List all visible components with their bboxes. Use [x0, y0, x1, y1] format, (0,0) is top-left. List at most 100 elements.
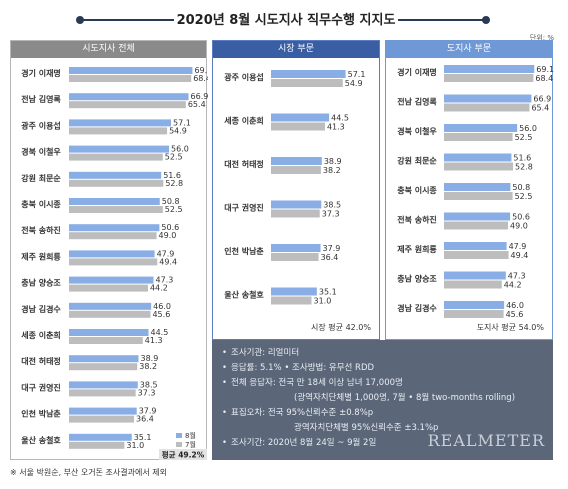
category-label: 충남 양승조: [397, 274, 437, 284]
value-label-jul: 44.2: [504, 281, 522, 290]
category-label: 강원 최문순: [21, 173, 61, 183]
bar-jul: [69, 179, 164, 187]
bar-aug: [271, 70, 346, 78]
value-label-aug: 66.9: [191, 92, 208, 101]
bar-jul: [69, 441, 125, 449]
category-label: 울산 송철호: [224, 290, 264, 300]
value-label-aug: 50.8: [162, 197, 180, 206]
bar-jul: [444, 280, 502, 289]
category-label: 경남 김경수: [397, 303, 437, 313]
bar-jul: [69, 310, 151, 318]
value-label-jul: 52.5: [165, 205, 183, 214]
value-label-aug: 56.0: [171, 145, 189, 154]
value-label-jul: 52.8: [515, 163, 533, 172]
chart-governor: 경기 이재명 69.168.4전남 김영록 66.965.4경북 이철우 56.052…: [397, 65, 554, 319]
value-label-jul: 37.3: [322, 210, 340, 219]
bar-aug: [444, 124, 518, 132]
footnote: ※ 서울 박원순, 부산 오거돈 조사결과에서 제외: [10, 468, 167, 477]
bar-jul: [444, 74, 534, 82]
bar-aug: [271, 157, 322, 165]
title-dot-right: [482, 16, 490, 24]
value-label-jul: 54.9: [345, 79, 363, 88]
category-label: 광주 이용섭: [224, 72, 264, 82]
category-label: 대전 허태정: [224, 159, 264, 169]
panel-all: 시도지사 전체 경기 이재명 69.168.4 전남 김영록 66.965.4 광주 이…: [10, 40, 208, 460]
value-label-aug: 38.9: [141, 354, 159, 363]
value-label-jul: 49.4: [511, 251, 529, 260]
value-label-aug: 47.3: [156, 276, 174, 285]
bar-jul: [69, 415, 135, 423]
value-label-jul: 41.3: [145, 336, 163, 345]
category-label: 전남 김영록: [397, 97, 437, 107]
legend-swatch-jul: [176, 442, 182, 447]
bar-jul: [69, 337, 143, 344]
title-dot-left: [76, 16, 84, 24]
governor-average: 도지사 평균 54.0%: [476, 323, 544, 332]
value-label-aug: 51.6: [513, 154, 531, 163]
value-label-aug: 50.6: [161, 223, 179, 232]
title-line-left: [82, 19, 174, 21]
bar-jul: [444, 221, 509, 230]
bar-jul: [444, 192, 513, 200]
bar-aug: [271, 287, 317, 296]
bar-jul: [69, 363, 138, 371]
value-label-jul: 45.6: [506, 310, 524, 319]
category-label: 충북 이시종: [21, 199, 61, 209]
bar-aug: [271, 244, 321, 252]
bar-aug: [271, 200, 322, 209]
value-label-aug: 46.0: [506, 301, 524, 310]
note-line: 광역자치단체별 95%신뢰수준 ±3.1%p: [294, 423, 439, 433]
value-label-jul: 45.6: [152, 310, 170, 319]
panel-all-title: 시도지사 전체: [11, 41, 206, 58]
value-label-jul: 31.0: [314, 297, 332, 306]
bar-aug: [444, 242, 507, 250]
category-label: 경기 이재명: [21, 68, 61, 78]
value-label-aug: 47.9: [509, 242, 527, 251]
bar-aug: [69, 198, 160, 205]
category-label: 세종 이춘희: [224, 116, 264, 126]
category-label: 충북 이시종: [397, 185, 437, 195]
bar-jul: [271, 122, 325, 131]
value-label-jul: 37.3: [138, 388, 156, 397]
category-label: 경북 이철우: [397, 126, 437, 136]
value-label-aug: 56.0: [519, 124, 537, 133]
bar-jul: [69, 206, 163, 213]
bar-aug: [444, 271, 506, 280]
bar-aug: [69, 93, 189, 101]
bar-jul: [444, 103, 530, 112]
note-line: • 조사기관: 리얼미터: [222, 348, 300, 358]
category-label: 전남 김영록: [21, 94, 61, 104]
category-label: 전북 송하진: [21, 225, 61, 235]
value-label-aug: 57.1: [348, 70, 366, 79]
chart-all: 경기 이재명 69.168.4 전남 김영록 66.965.4 광주 이용섭 57.154…: [21, 66, 208, 460]
panel-governor: 도지사 부문 경기 이재명 69.1 68.4 전남 김영록 66.9 65.4 경북 이철…: [385, 40, 554, 340]
value-label-aug: 66.9: [533, 95, 551, 104]
survey-notes: • 조사기관: 리얼미터 • 응답률: 5.1% • 조사방법: 유무선 RDD •…: [212, 340, 553, 460]
value-label-aug: 44.5: [331, 114, 349, 123]
bar-aug: [69, 67, 193, 74]
bar-jul: [69, 153, 163, 161]
bar-aug: [69, 355, 139, 363]
category-label: 경남 김경수: [21, 304, 61, 314]
value-label-jul: 52.8: [165, 179, 183, 188]
panel-mayor-title: 시장 부문: [213, 41, 379, 58]
value-label-jul: 49.0: [159, 231, 177, 240]
bar-aug: [69, 250, 155, 258]
category-label: 제주 원희룡: [21, 251, 61, 261]
bar-aug: [69, 224, 160, 232]
bar-aug: [271, 113, 330, 122]
brand-logo: REALMETER: [427, 431, 545, 450]
value-label-aug: 37.9: [323, 244, 341, 253]
category-label: 대구 권영진: [21, 382, 61, 392]
category-label: 경기 이재명: [397, 67, 437, 77]
bar-aug: [444, 183, 511, 191]
value-label-jul: 68.4: [193, 74, 208, 83]
bar-jul: [444, 162, 513, 171]
value-label-jul: 41.3: [327, 123, 345, 132]
bar-aug: [69, 171, 162, 179]
bar-jul: [69, 75, 192, 82]
value-label-jul: 52.5: [165, 153, 183, 162]
bar-jul: [69, 101, 186, 109]
bar-jul: [444, 310, 504, 318]
value-label-aug: 35.1: [134, 433, 152, 442]
